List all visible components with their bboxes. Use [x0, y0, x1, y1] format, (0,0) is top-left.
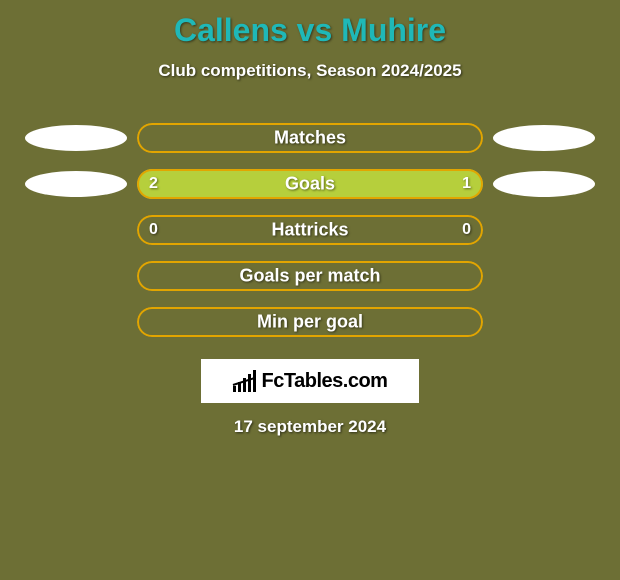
right-value: 1 [462, 175, 471, 193]
stat-row-matches: Matches [0, 115, 620, 161]
ellipse-icon [25, 125, 127, 151]
stat-label: Min per goal [257, 312, 363, 333]
date: 17 september 2024 [0, 417, 620, 437]
right-cell [483, 253, 605, 299]
left-cell [15, 207, 137, 253]
ellipse-icon [493, 125, 595, 151]
right-cell [483, 207, 605, 253]
right-cell [483, 299, 605, 345]
stat-label: Goals [285, 174, 335, 195]
left-cell [15, 299, 137, 345]
right-cell [483, 115, 605, 161]
logo-text: FcTables.com [262, 370, 388, 393]
stat-bar: Goals per match [137, 261, 483, 291]
left-value: 2 [149, 175, 158, 193]
stat-label: Goals per match [239, 266, 380, 287]
page-title: Callens vs Muhire [0, 12, 620, 49]
bar-chart-icon [233, 370, 256, 392]
source-logo: FcTables.com [201, 359, 419, 403]
stat-bar: Min per goal [137, 307, 483, 337]
left-cell [15, 161, 137, 207]
logo-suffix: .com [343, 370, 388, 392]
right-cell [483, 161, 605, 207]
subtitle: Club competitions, Season 2024/2025 [0, 61, 620, 81]
stat-row-min_per_goal: Min per goal [0, 299, 620, 345]
stat-row-hattricks: 0 0 Hattricks [0, 207, 620, 253]
stat-bar: Matches [137, 123, 483, 153]
logo-brand: FcTables [262, 370, 343, 392]
stat-bar: 0 0 Hattricks [137, 215, 483, 245]
ellipse-icon [493, 171, 595, 197]
comparison-infographic: Callens vs Muhire Club competitions, Sea… [0, 0, 620, 580]
left-cell [15, 253, 137, 299]
stat-label: Hattricks [271, 220, 348, 241]
stat-rows: Matches 2 1 Goals 0 0 Hattricks Goals per match… [0, 115, 620, 345]
stat-label: Matches [274, 128, 346, 149]
left-value: 0 [149, 221, 158, 239]
stat-row-goals: 2 1 Goals [0, 161, 620, 207]
stat-bar: 2 1 Goals [137, 169, 483, 199]
stat-row-goals_per_match: Goals per match [0, 253, 620, 299]
left-cell [15, 115, 137, 161]
ellipse-icon [25, 171, 127, 197]
right-value: 0 [462, 221, 471, 239]
